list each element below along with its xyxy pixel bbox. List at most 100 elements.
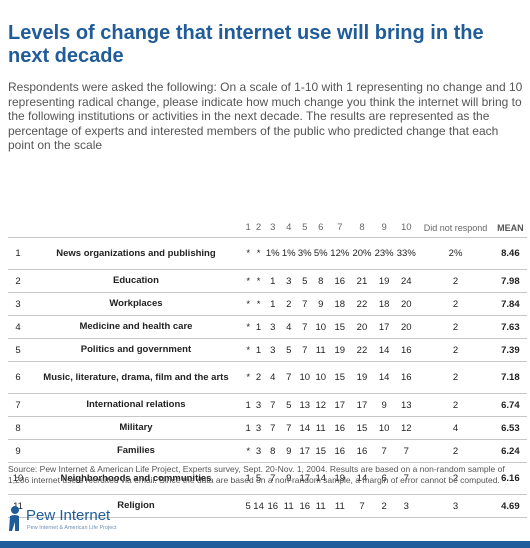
cell-value: 4 [264,361,281,394]
row-label: International relations [28,393,244,417]
cell-value: 1 [243,416,253,440]
cell-value: 7 [373,439,396,463]
cell-value: 7 [264,416,281,440]
cell-value: 22 [350,292,374,316]
pew-person-icon [9,506,19,531]
cell-value: 16 [328,439,351,463]
cell-value: 17 [350,393,374,417]
cell-value: 16 [350,439,374,463]
cell-value: 14 [350,462,374,495]
cell-mean: 4.69 [493,494,527,518]
cell-value: 7 [264,462,281,495]
cell-value: * [243,361,253,394]
logo-subtitle: Pew Internet & American Life Project [27,525,117,531]
cell-value: 3 [264,315,281,339]
cell-value: 11 [280,494,297,518]
col-header-mean: MEAN [497,223,524,233]
row-label: Workplaces [28,292,244,316]
cell-value: 2 [417,315,494,339]
table-row: 3 Workplaces * * 1 2 7 9 18 22 18 20 2 7.84 [8,292,527,316]
cell-value: 17 [296,462,313,495]
cell-value: 16 [264,494,281,518]
row-index: 9 [8,439,28,463]
cell-value: 7 [395,439,418,463]
cell-value: 2 [417,338,494,362]
cell-value: 10 [296,361,313,394]
row-label: Military [28,416,244,440]
cell-value: 12% [328,237,351,270]
cell-value: 13 [395,393,418,417]
cell-value: * [252,237,265,270]
header-row: 1 2 3 4 5 6 7 8 9 10 Did not respond MEA… [8,196,527,238]
row-index: 3 [8,292,28,316]
cell-value: 7 [395,462,418,495]
cell-value: 4 [417,416,494,440]
cell-value: 15 [328,315,351,339]
cell-value: 9 [280,439,297,463]
row-label: Medicine and health care [28,315,244,339]
cell-value: 15 [312,439,329,463]
cell-value: 9 [312,292,329,316]
cell-mean: 7.98 [493,269,527,293]
cell-value: 3 [252,439,265,463]
cell-mean: 6.53 [493,416,527,440]
row-index: 1 [8,237,28,270]
cell-value: 11 [328,494,351,518]
cell-value: 12 [312,393,329,417]
cell-value: 8 [312,269,329,293]
cell-value: 7 [350,494,374,518]
cell-value: 19 [373,269,396,293]
cell-value: 2 [417,393,494,417]
cell-value: 12 [395,416,418,440]
table-row: 6 Music, literature, drama, film and the … [8,361,527,394]
cell-value: 15 [328,361,351,394]
cell-value: 20 [395,315,418,339]
cell-value: 15 [350,416,374,440]
cell-value: * [243,338,253,362]
cell-value: 1 [252,338,265,362]
cell-value: 17 [328,393,351,417]
cell-mean: 6.16 [493,462,527,495]
cell-value: 16 [395,338,418,362]
cell-value: * [243,269,253,293]
row-label: News organizations and publishing [28,237,244,270]
cell-value: 22 [350,338,374,362]
cell-value: 7 [296,338,313,362]
cell-value: * [243,315,253,339]
row-index: 8 [8,416,28,440]
cell-mean: 6.24 [493,439,527,463]
cell-value: 10 [312,315,329,339]
cell-value: * [243,292,253,316]
row-label: Neighborhoods and communities [28,462,244,495]
cell-value: 1 [252,315,265,339]
cell-value: 7 [296,292,313,316]
table-row: 8 Military 1 3 7 7 14 11 16 15 10 12 4 6.53 [8,416,527,440]
cell-value: 2 [373,494,396,518]
cell-value: 2 [280,292,297,316]
cell-value: 20 [395,292,418,316]
cell-value: 1% [280,237,297,270]
cell-value: 3 [264,338,281,362]
row-label: Religion [28,494,244,518]
header-label [28,196,244,238]
cell-value: 2 [417,361,494,394]
cell-value: 3 [395,494,418,518]
col-header: 2 [255,222,262,233]
table-row: 5 Politics and government * 1 3 5 7 11 19 22 14 16 2… [8,338,527,362]
col-header: 3 [270,222,276,233]
cell-value: 3 [252,416,265,440]
cell-value: 9 [280,462,297,495]
table-row: 4 Medicine and health care * 1 3 4 7 10 15 20 17 20… [8,315,527,339]
cell-value: 11 [312,494,329,518]
cell-value: 3% [296,237,313,270]
cell-mean: 7.63 [493,315,527,339]
header-index [8,196,28,238]
row-index: 10 [8,462,28,495]
col-header: 8 [359,222,365,233]
table-body: 1 News organizations and publishing * * 1% 1%… [8,237,527,518]
pew-logo: Pew Internet Pew Internet & American Lif… [8,505,148,535]
row-index: 7 [8,393,28,417]
cell-value: 5 [280,393,297,417]
cell-value: 24 [395,269,418,293]
cell-value: 1 [243,462,253,495]
